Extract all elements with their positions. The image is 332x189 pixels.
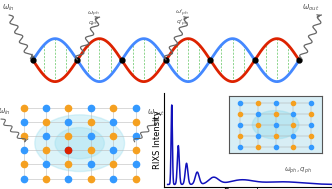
Circle shape — [55, 128, 104, 159]
Text: $\omega'_{ph}$: $\omega'_{ph}$ — [175, 8, 189, 19]
Circle shape — [35, 115, 124, 172]
Text: $\omega_{ph}$: $\omega_{ph}$ — [87, 10, 100, 19]
Y-axis label: RIXS Intensity: RIXS Intensity — [153, 111, 162, 169]
X-axis label: Energy loss: Energy loss — [224, 188, 273, 189]
Circle shape — [252, 111, 299, 139]
Text: $\omega_{in}$: $\omega_{in}$ — [0, 106, 11, 117]
Text: $\omega_{out}$: $\omega_{out}$ — [302, 3, 319, 13]
Text: $\omega_{ph}, q_{ph}$: $\omega_{ph}, q_{ph}$ — [285, 166, 312, 176]
Text: $\omega_{out}$: $\omega_{out}$ — [147, 108, 164, 118]
Text: $q'_{ph}$: $q'_{ph}$ — [176, 18, 189, 29]
Text: $q_{ph}$: $q_{ph}$ — [88, 19, 99, 29]
Text: $\omega_{in}$: $\omega_{in}$ — [2, 3, 15, 13]
